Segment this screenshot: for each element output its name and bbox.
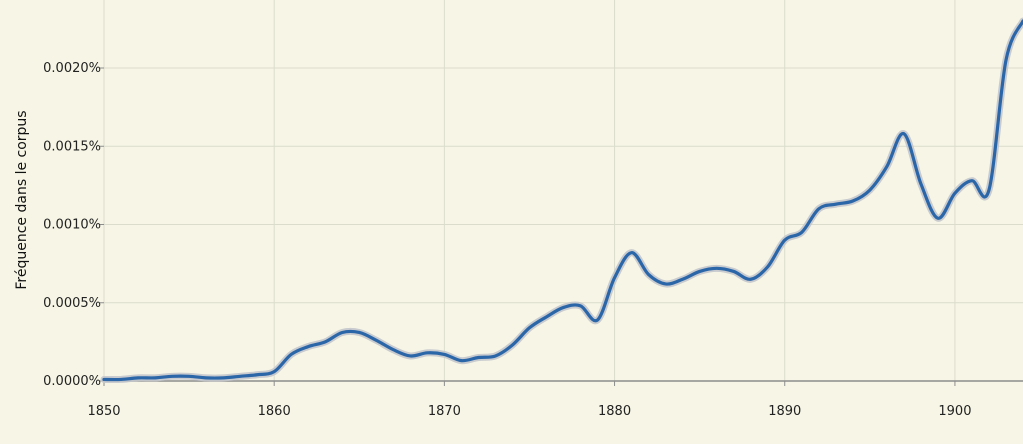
axes: [100, 67, 1023, 386]
series-0-line: [102, 19, 1023, 382]
y-tick-label-0.0000%: 0.0000%: [43, 374, 101, 389]
series-layer: [100, 17, 1023, 384]
x-tick-label-1850: 1850: [87, 404, 120, 419]
y-axis-title: Fréquence dans le corpus: [14, 110, 30, 289]
series-0-halo: [100, 17, 1023, 384]
x-tick-label-1890: 1890: [768, 404, 801, 419]
x-tick-label-1880: 1880: [598, 404, 631, 419]
x-tick-label-1900: 1900: [938, 404, 971, 419]
x-tick-label-1860: 1860: [258, 404, 291, 419]
y-tick-label-0.0005%: 0.0005%: [43, 296, 101, 311]
y-tick-label-0.0020%: 0.0020%: [43, 61, 101, 76]
grid: [103, 0, 1023, 381]
y-tick-label-0.0010%: 0.0010%: [43, 218, 101, 233]
y-tick-label-0.0015%: 0.0015%: [43, 139, 101, 154]
tick-labels: 1850 1860 1870 1880 1890 1900 0.0000% 0.0005% 0.…: [43, 61, 971, 419]
x-tick-label-1870: 1870: [428, 404, 461, 419]
